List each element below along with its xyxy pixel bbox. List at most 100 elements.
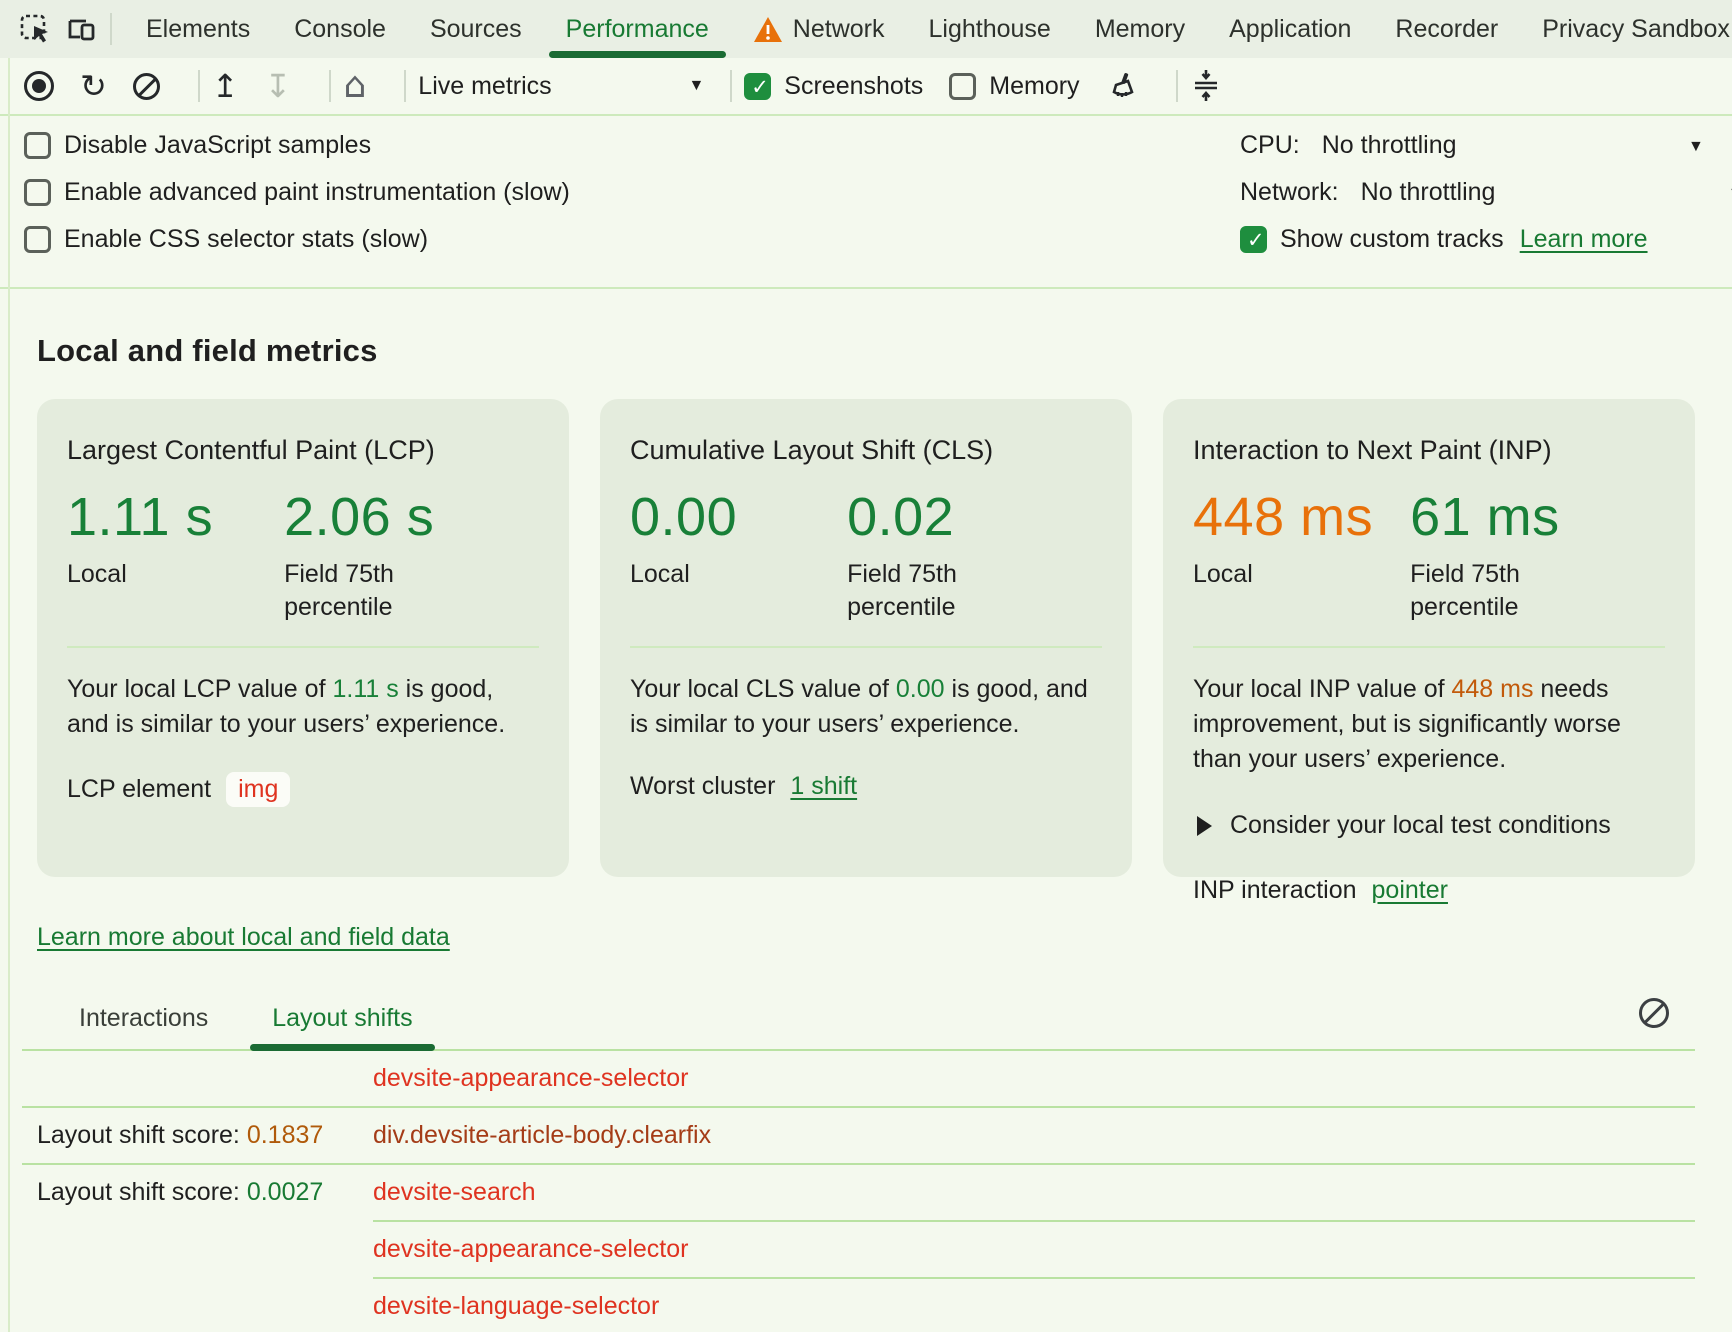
worst-cluster-link[interactable]: 1 shift [790,772,858,800]
network-throttling-select[interactable]: Network: No throttling [1240,177,1648,208]
history-dropdown[interactable]: Live metrics ▼ [418,72,704,101]
live-metrics-view: Local and field metrics Largest Contentf… [0,333,1732,1332]
disclosure-triangle-icon [1197,815,1212,836]
score-value: 0.1837 [246,1121,324,1149]
table-row[interactable]: devsite-appearance-selector [37,1222,1695,1277]
node-link[interactable]: devsite-appearance-selector [373,1235,689,1263]
card-divider [1193,646,1665,648]
lcp-card: Largest Contentful Paint (LCP) 1.11 s Lo… [37,399,569,877]
custom-tracks-label: Show custom tracks [1280,225,1504,253]
clear-icon[interactable] [132,72,160,100]
toolbar-divider [730,70,733,102]
collapse-panel-icon[interactable] [1190,69,1222,103]
table-row[interactable]: devsite-appearance-selector [37,1051,1695,1106]
gc-broom-icon[interactable] [1106,70,1138,102]
toolbar-divider [1175,70,1178,102]
tab-elements[interactable]: Elements [124,0,272,58]
tab-interactions[interactable]: Interactions [79,1004,209,1032]
local-test-conditions-disclosure[interactable]: Consider your local test conditions [1197,811,1665,840]
performance-toolbar: ↻ ↥ ↧ ⌂ Live metrics ▼ Screenshots Memor… [0,58,1732,116]
card-divider [67,646,539,648]
tab-network[interactable]: Network [731,0,907,58]
css-selector-stats-checkbox[interactable]: Enable CSS selector stats (slow) [24,224,1732,255]
local-label: Local [630,560,690,588]
screenshots-checkbox[interactable]: Screenshots [744,72,923,101]
checkbox-checked-icon [1240,226,1267,253]
cls-local-value: 0.00 [630,487,738,547]
cpu-throttling-select[interactable]: CPU: No throttling [1240,130,1648,161]
field-label: Field 75th percentile [284,560,394,621]
tab-label: Elements [146,14,251,43]
tab-console[interactable]: Console [272,0,408,58]
row-divider [22,1163,1695,1165]
disclosure-label: Consider your local test conditions [1230,811,1611,839]
cpu-label: CPU: [1240,131,1300,159]
download-profile-icon: ↧ [264,67,292,105]
disable-js-samples-checkbox[interactable]: Disable JavaScript samples [24,130,1732,161]
tab-label: Console [294,14,386,43]
logs-tabbar: Interactions Layout shifts [22,998,1695,1051]
checkbox-unchecked-icon [24,226,51,253]
tab-memory[interactable]: Memory [1073,0,1207,58]
worst-cluster-label: Worst cluster [630,772,776,800]
history-dropdown-value: Live metrics [418,71,552,100]
tab-label: Memory [1094,14,1186,43]
record-icon[interactable] [24,71,54,101]
node-link[interactable]: devsite-language-selector [373,1292,660,1320]
score-label: Layout shift score: [37,1178,247,1206]
upload-profile-icon[interactable]: ↥ [211,67,239,105]
checkbox-label: Disable JavaScript samples [64,131,372,159]
lcp-element-node-link[interactable]: img [226,772,291,807]
home-icon[interactable]: ⌂ [343,65,367,106]
inp-description: Your local INP value of 448 ms needs imp… [1193,675,1621,773]
score-label: Layout shift score: [37,1121,247,1149]
row-divider [22,1106,1695,1108]
tab-layout-shifts[interactable]: Layout shifts [250,1004,435,1051]
advanced-paint-checkbox[interactable]: Enable advanced paint instrumentation (s… [24,177,1732,208]
layout-shift-log: devsite-appearance-selector Layout shift… [22,1051,1695,1332]
inp-card: Interaction to Next Paint (INP) 448 ms L… [1163,399,1695,904]
toolbar-divider [329,70,332,102]
checkbox-checked-icon [744,72,772,100]
row-divider [373,1220,1695,1222]
tab-sources[interactable]: Sources [408,0,544,58]
field-label: Field 75th percentile [1410,560,1520,621]
toolbar-divider [197,70,200,102]
network-value: No throttling [1360,178,1496,206]
node-link[interactable]: devsite-search [373,1178,536,1206]
custom-tracks-row: Show custom tracks Learn more [1240,224,1648,255]
cls-card: Cumulative Layout Shift (CLS) 0.00 Local… [600,399,1132,877]
throttling-controls: CPU: No throttling Network: No throttlin… [1240,130,1732,271]
tab-privacy-sandbox[interactable]: Privacy Sandbox [1520,0,1732,58]
table-row[interactable]: devsite-language-selector [37,1279,1695,1332]
tab-recorder[interactable]: Recorder [1373,0,1520,58]
tab-label: Lighthouse [928,14,1051,43]
lcp-field-value: 2.06 s [284,487,435,547]
capture-settings: Disable JavaScript samples Enable advanc… [0,116,1732,289]
custom-tracks-learn-more-link[interactable]: Learn more [1519,225,1648,253]
table-row[interactable]: Layout shift score: 0.0027 devsite-searc… [37,1165,1695,1220]
inp-field-value: 61 ms [1410,487,1560,547]
card-title: Cumulative Layout Shift (CLS) [630,435,994,465]
device-toolbar-icon[interactable] [64,12,98,46]
reload-record-icon[interactable]: ↻ [80,67,107,105]
local-field-learn-more-link[interactable]: Learn more about local and field data [37,923,450,951]
card-title: Interaction to Next Paint (INP) [1193,435,1552,465]
tab-application[interactable]: Application [1207,0,1373,58]
tab-label: Sources [429,14,522,43]
metric-cards: Largest Contentful Paint (LCP) 1.11 s Lo… [37,399,1695,904]
show-custom-tracks-checkbox[interactable]: Show custom tracks [1240,225,1504,254]
warning-icon [753,16,783,43]
table-row[interactable]: Layout shift score: 0.1837 div.devsite-a… [37,1108,1695,1163]
tab-performance[interactable]: Performance [544,0,731,58]
inp-interaction-link[interactable]: pointer [1371,876,1448,904]
clear-log-icon[interactable] [1639,998,1669,1028]
inspect-element-icon[interactable] [18,12,52,46]
devtools-tabbar: Elements Console Sources Performance Net… [0,0,1732,58]
inp-local-value: 448 ms [1193,487,1374,547]
node-link[interactable]: devsite-appearance-selector [373,1064,689,1092]
tab-lighthouse[interactable]: Lighthouse [906,0,1072,58]
node-link[interactable]: div.devsite-article-body.clearfix [373,1121,712,1149]
tab-label: Network [792,14,885,43]
memory-checkbox[interactable]: Memory [949,72,1080,101]
